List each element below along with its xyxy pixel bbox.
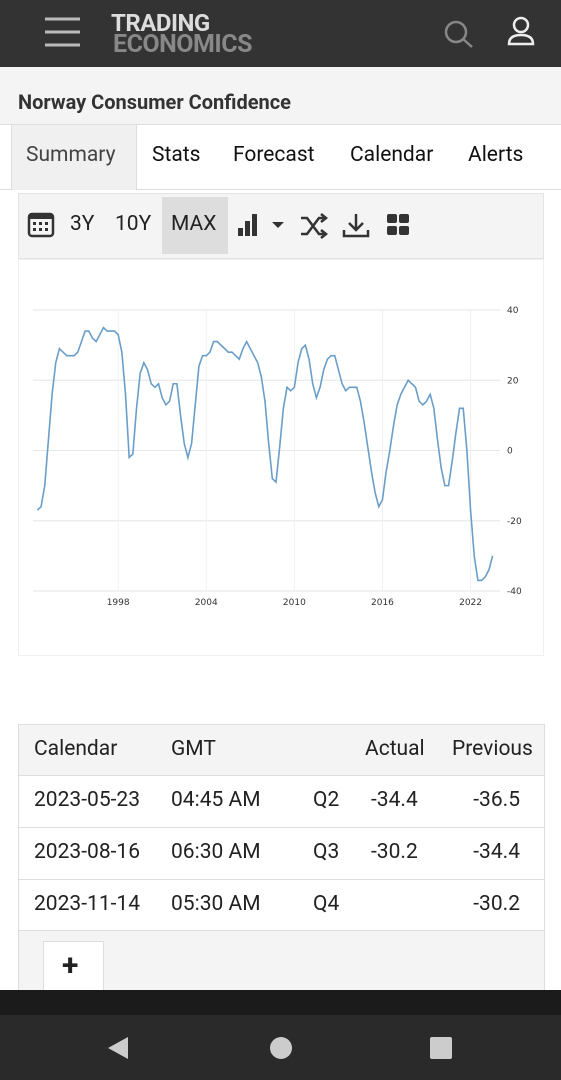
cell-previous: -36.5 bbox=[473, 788, 520, 812]
account-icon[interactable] bbox=[507, 16, 535, 46]
cell-actual: -34.4 bbox=[371, 788, 418, 812]
add-button-label[interactable]: + bbox=[62, 948, 79, 983]
cell-period: Q2 bbox=[313, 788, 340, 812]
top-bar: TRADING ECONOMICS bbox=[0, 0, 561, 67]
tab-selected-bg bbox=[11, 125, 137, 190]
toolbar: 3Y 10Y MAX bbox=[18, 193, 544, 259]
column-header: GMT bbox=[171, 737, 216, 761]
logo-line-1[interactable]: TRADING bbox=[111, 9, 210, 37]
menu-icon[interactable] bbox=[45, 17, 80, 47]
black-strip bbox=[0, 990, 561, 1015]
download-icon[interactable] bbox=[342, 214, 370, 238]
range-10y[interactable]: 10Y bbox=[115, 212, 152, 236]
series-line bbox=[36, 326, 494, 582]
nav-bar bbox=[0, 1015, 561, 1080]
y-tick-label: 0 bbox=[507, 447, 513, 457]
column-header: Actual bbox=[365, 737, 425, 761]
tabs: Summary Stats Forecast Calendar Alerts bbox=[0, 125, 561, 190]
add-button[interactable]: + bbox=[43, 941, 104, 993]
calendar-table: Calendar GMT Actual Previous 2023-05-23 04:45… bbox=[18, 724, 545, 931]
recents-button[interactable] bbox=[430, 1037, 452, 1059]
cell-actual: -30.2 bbox=[371, 840, 418, 864]
x-tick-label: 2004 bbox=[195, 598, 218, 608]
top-bar-icons bbox=[45, 16, 535, 48]
column-header: Calendar bbox=[34, 737, 118, 761]
search-icon[interactable] bbox=[444, 20, 473, 48]
toolbar-icons bbox=[27, 212, 409, 239]
chart: -40 -20 0 20 40 1998 2004 2010 2016 2022 bbox=[33, 306, 522, 608]
row-divider bbox=[19, 879, 544, 880]
home-button[interactable] bbox=[270, 1037, 292, 1059]
title-bar: Norway Consumer Confidence bbox=[0, 67, 561, 125]
chart-type-icon[interactable] bbox=[238, 214, 284, 236]
x-tick-label: 1998 bbox=[107, 598, 130, 608]
back-button[interactable] bbox=[108, 1037, 128, 1059]
x-tick-label: 2022 bbox=[459, 598, 482, 608]
max-highlight bbox=[162, 197, 228, 254]
y-tick-label: 20 bbox=[507, 376, 519, 386]
y-tick-label: -20 bbox=[507, 517, 522, 527]
tab[interactable]: Forecast bbox=[233, 143, 315, 167]
calendar-icon[interactable] bbox=[27, 212, 55, 238]
row-divider bbox=[19, 827, 544, 828]
cell-period: Q3 bbox=[313, 840, 340, 864]
chart-frame bbox=[18, 259, 544, 656]
cell-previous: -30.2 bbox=[473, 892, 520, 916]
range-3y[interactable]: 3Y bbox=[70, 212, 95, 236]
logo-line-2[interactable]: ECONOMICS bbox=[113, 30, 252, 59]
range-max[interactable]: MAX bbox=[171, 212, 217, 236]
tab[interactable]: Alerts bbox=[468, 143, 524, 167]
cell-time: 06:30 AM bbox=[171, 840, 261, 864]
cell-period: Q4 bbox=[313, 892, 340, 916]
table-header-bg bbox=[19, 725, 544, 776]
column-header: Previous bbox=[452, 737, 533, 761]
grid-icon[interactable] bbox=[387, 214, 409, 235]
shuffle-icon[interactable] bbox=[301, 213, 329, 239]
cell-time: 04:45 AM bbox=[171, 788, 261, 812]
cell-date: 2023-05-23 bbox=[34, 788, 141, 812]
table-footer: + bbox=[18, 930, 545, 993]
page-title: Norway Consumer Confidence bbox=[18, 90, 291, 114]
x-tick-label: 2016 bbox=[371, 598, 394, 608]
tab[interactable]: Stats bbox=[152, 143, 201, 167]
nav-icons bbox=[108, 1037, 452, 1059]
cell-previous: -34.4 bbox=[473, 840, 520, 864]
cell-date: 2023-11-14 bbox=[34, 892, 141, 916]
tab[interactable]: Summary bbox=[26, 143, 116, 167]
tab[interactable]: Calendar bbox=[350, 143, 434, 167]
y-tick-label: -40 bbox=[507, 587, 522, 597]
cell-time: 05:30 AM bbox=[171, 892, 261, 916]
y-tick-label: 40 bbox=[507, 306, 519, 316]
cell-date: 2023-08-16 bbox=[34, 840, 141, 864]
x-tick-label: 2010 bbox=[283, 598, 306, 608]
